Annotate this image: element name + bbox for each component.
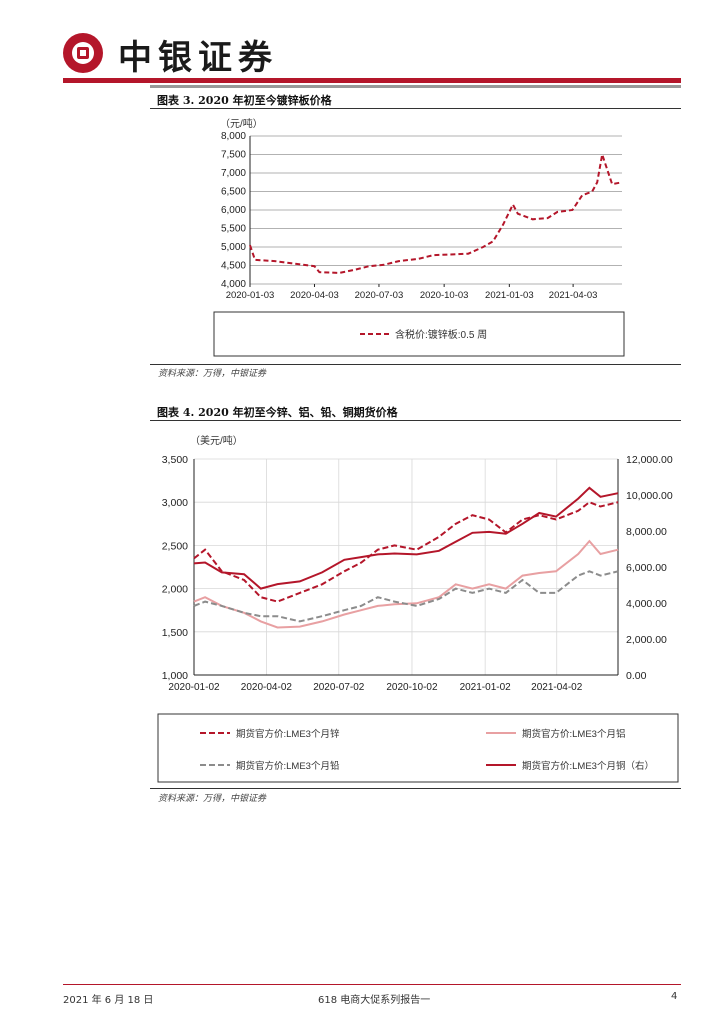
figure4-x-tick-label: 2021-04-02	[531, 682, 583, 693]
figure4-legend-label: 期货官方价:LME3个月锌	[236, 728, 340, 740]
figure4-series-line	[193, 501, 619, 603]
figure3-x-tick-label: 2020-01-03	[226, 290, 275, 301]
figure3-y-tick-label: 8,000	[221, 131, 246, 142]
figure4-chart: （美元/吨） 3,500 3,000 2,500 2,000 1,500 1,000 12…	[157, 434, 679, 783]
header-red-rule	[63, 78, 681, 83]
figure4-left-tick-label: 2,500	[162, 540, 188, 552]
brand-name: 中银证券	[118, 38, 278, 78]
figure3-x-tick-label: 2020-10-03	[420, 290, 469, 301]
figure4-left-tick-label: 3,000	[162, 497, 188, 509]
figure4-right-tick-label: 6,000.00	[626, 562, 667, 574]
figure4-series-line	[193, 570, 619, 623]
figure3-bottom-rule	[150, 364, 681, 365]
figure3-caption: 图表 3. 2020 年初至今镀锌板价格	[157, 94, 332, 107]
figure3-x-tick-label: 2020-04-03	[290, 290, 339, 301]
figure4-x-tick-label: 2020-04-02	[241, 682, 293, 693]
footer-rule	[63, 984, 681, 985]
figure3-y-tick-label: 4,000	[221, 279, 246, 290]
figure3-chart: （元/吨） 8,000 7,500 7,000 6,500 6,000 5,500 5,00…	[213, 117, 625, 357]
figure4-right-tick-label: 4,000.00	[626, 598, 667, 610]
figure4-unit-label: （美元/吨）	[190, 434, 243, 447]
figure3-legend-label: 含税价:镀锌板:0.5 周	[395, 328, 487, 341]
figure3-caption-rule	[150, 108, 681, 109]
figure4-legend-label: 期货官方价:LME3个月铅	[236, 760, 340, 772]
figure3-y-tick-label: 5,500	[221, 224, 246, 235]
footer-title: 618 电商大促系列报告一	[318, 995, 431, 1006]
footer-page-number: 4	[671, 991, 678, 1002]
figure4-caption-rule	[150, 420, 681, 421]
figure3-x-tick-label: 2020-07-03	[355, 290, 404, 301]
figure3-legend-box	[213, 311, 625, 357]
header-grey-rule	[150, 85, 681, 88]
figure4-x-tick-label: 2020-07-02	[313, 682, 365, 693]
figure4-bottom-rule	[150, 788, 681, 789]
figure4-right-tick-label: 2,000.00	[626, 634, 667, 646]
figure4-x-tick-label: 2020-10-02	[386, 682, 438, 693]
figure3-source: 资料来源：万得，中银证券	[158, 369, 267, 379]
figure3-y-tick-label: 7,500	[221, 150, 246, 161]
figure4-left-tick-label: 2,000	[162, 584, 188, 596]
figure4-right-tick-label: 12,000.00	[626, 454, 673, 466]
figure3-x-tick-label: 2021-04-03	[549, 290, 598, 301]
figure4-legend-label: 期货官方价:LME3个月铜（右）	[522, 760, 654, 772]
figure4-x-tick-label: 2020-01-02	[168, 682, 220, 693]
figure4-series-line	[193, 486, 619, 590]
bank-logo-icon	[63, 33, 103, 73]
figure4-caption: 图表 4. 2020 年初至今锌、铝、铅、铜期货价格	[157, 406, 398, 419]
figure4-right-tick-label: 10,000.00	[626, 490, 673, 502]
figure4-right-tick-label: 8,000.00	[626, 526, 667, 538]
figure3-y-tick-label: 4,500	[221, 261, 246, 272]
figure4-series-line	[193, 539, 619, 629]
figure4-x-tick-label: 2021-01-02	[460, 682, 512, 693]
figure3-y-tick-label: 6,000	[221, 205, 246, 216]
figure4-legend-box	[157, 713, 679, 783]
figure4-left-tick-label: 3,500	[162, 454, 188, 466]
figure3-series-line	[249, 154, 623, 274]
figure4-right-tick-label: 0.00	[626, 670, 647, 682]
footer-date: 2021 年 6 月 18 日	[63, 995, 154, 1006]
figure3-y-tick-label: 6,500	[221, 187, 246, 198]
figure4-left-tick-label: 1,000	[162, 670, 188, 682]
figure3-y-tick-label: 7,000	[221, 168, 246, 179]
figure3-x-tick-label: 2021-01-03	[485, 290, 534, 301]
figure3-y-tick-label: 5,000	[221, 242, 246, 253]
figure4-left-tick-label: 1,500	[162, 627, 188, 639]
figure4-legend-label: 期货官方价:LME3个月铝	[522, 728, 625, 740]
page-header: 中银证券	[0, 0, 724, 90]
figure4-source: 资料来源：万得，中银证券	[158, 794, 267, 804]
figure3-unit-label: （元/吨）	[220, 117, 263, 130]
